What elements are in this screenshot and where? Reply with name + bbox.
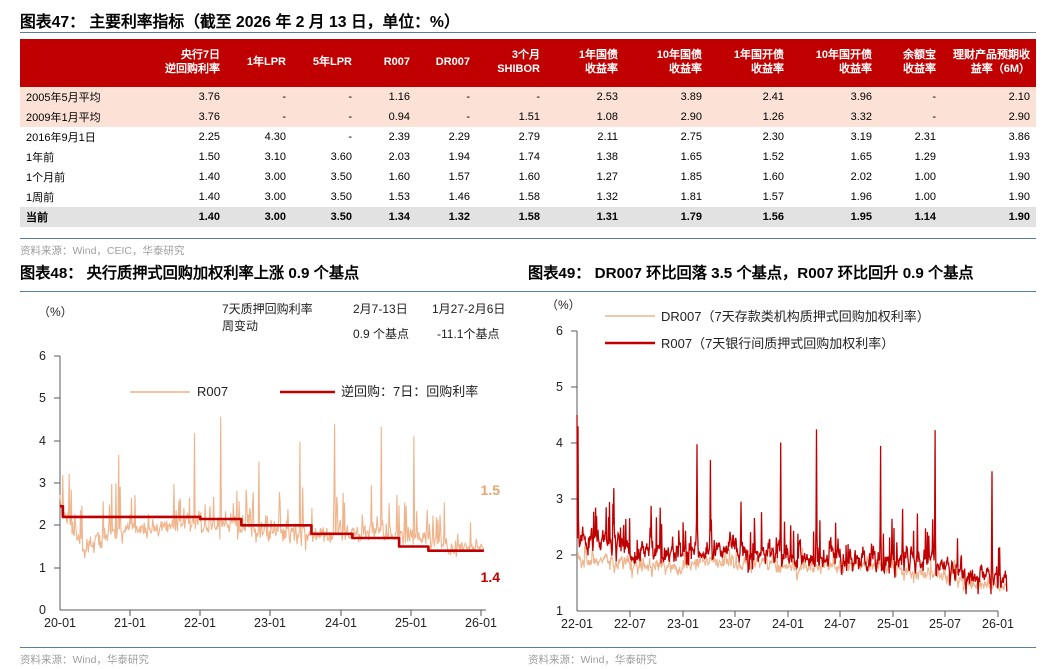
svg-text:6: 6 [556,324,563,338]
svg-text:R007（7天银行间质押式回购加权利率）: R007（7天银行间质押式回购加权利率） [661,336,894,351]
svg-text:22-01: 22-01 [561,617,593,631]
svg-text:2: 2 [556,548,563,562]
svg-text:22-07: 22-07 [614,617,646,631]
svg-text:24-01: 24-01 [772,617,804,631]
svg-text:5: 5 [556,380,563,394]
svg-text:1: 1 [556,604,563,618]
svg-text:24-07: 24-07 [824,617,856,631]
svg-text:DR007（7天存款类机构质押式回购加权利率）: DR007（7天存款类机构质押式回购加权利率） [661,309,930,324]
svg-text:25-01: 25-01 [877,617,909,631]
svg-text:4: 4 [556,436,563,450]
svg-text:26-01: 26-01 [982,617,1014,631]
svg-text:25-07: 25-07 [929,617,961,631]
svg-text:23-01: 23-01 [667,617,699,631]
svg-text:23-07: 23-07 [719,617,751,631]
svg-text:3: 3 [556,492,563,506]
